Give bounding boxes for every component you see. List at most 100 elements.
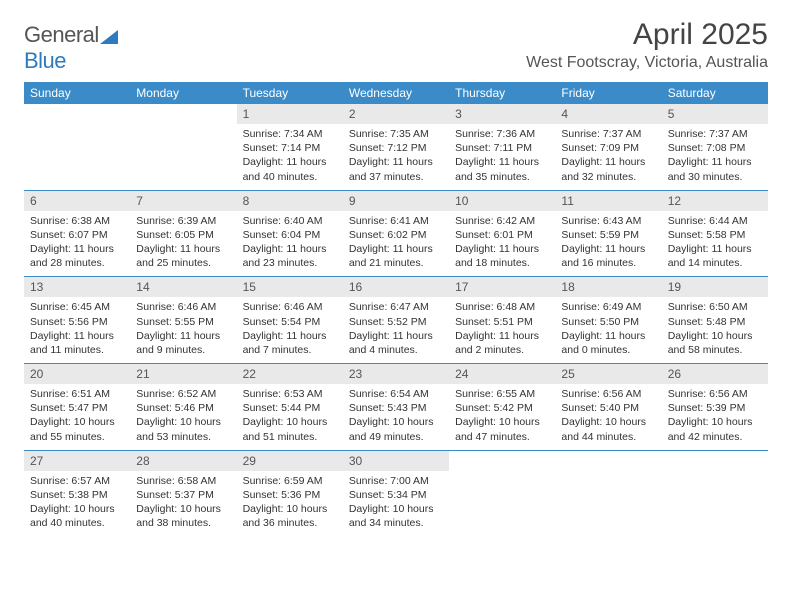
logo-text: GeneralBlue [24,22,118,74]
day-number: 23 [343,364,449,384]
day-number: 5 [662,104,768,124]
calendar-cell: 9Sunrise: 6:41 AMSunset: 6:02 PMDaylight… [343,191,449,277]
day-number: 15 [237,277,343,297]
calendar-row: 13Sunrise: 6:45 AMSunset: 5:56 PMDayligh… [24,277,768,363]
calendar-cell: 29Sunrise: 6:59 AMSunset: 5:36 PMDayligh… [237,451,343,537]
calendar-row: 20Sunrise: 6:51 AMSunset: 5:47 PMDayligh… [24,364,768,450]
day-body: Sunrise: 6:59 AMSunset: 5:36 PMDaylight:… [237,471,343,537]
header: GeneralBlue April 2025 West Footscray, V… [24,18,768,74]
day-number: 21 [130,364,236,384]
weekday-header: Sunday [24,82,130,104]
day-number: 12 [662,191,768,211]
day-body: Sunrise: 6:38 AMSunset: 6:07 PMDaylight:… [24,211,130,277]
day-number: 19 [662,277,768,297]
calendar-cell: 25Sunrise: 6:56 AMSunset: 5:40 PMDayligh… [555,364,661,450]
day-body: Sunrise: 7:00 AMSunset: 5:34 PMDaylight:… [343,471,449,537]
calendar-cell: 7Sunrise: 6:39 AMSunset: 6:05 PMDaylight… [130,191,236,277]
day-body: Sunrise: 6:48 AMSunset: 5:51 PMDaylight:… [449,297,555,363]
calendar-cell: 10Sunrise: 6:42 AMSunset: 6:01 PMDayligh… [449,191,555,277]
day-number: 30 [343,451,449,471]
day-body: Sunrise: 6:47 AMSunset: 5:52 PMDaylight:… [343,297,449,363]
logo-text-part1: General [24,22,99,47]
day-body: Sunrise: 6:50 AMSunset: 5:48 PMDaylight:… [662,297,768,363]
calendar-cell: 21Sunrise: 6:52 AMSunset: 5:46 PMDayligh… [130,364,236,450]
day-number: 28 [130,451,236,471]
calendar-cell: 18Sunrise: 6:49 AMSunset: 5:50 PMDayligh… [555,277,661,363]
day-number: 29 [237,451,343,471]
day-body: Sunrise: 6:54 AMSunset: 5:43 PMDaylight:… [343,384,449,450]
calendar-row: 27Sunrise: 6:57 AMSunset: 5:38 PMDayligh… [24,451,768,537]
calendar-cell: 11Sunrise: 6:43 AMSunset: 5:59 PMDayligh… [555,191,661,277]
calendar-cell [24,104,130,190]
day-body: Sunrise: 7:37 AMSunset: 7:09 PMDaylight:… [555,124,661,190]
weekday-header: Tuesday [237,82,343,104]
day-body: Sunrise: 6:41 AMSunset: 6:02 PMDaylight:… [343,211,449,277]
calendar-cell: 15Sunrise: 6:46 AMSunset: 5:54 PMDayligh… [237,277,343,363]
calendar-cell: 3Sunrise: 7:36 AMSunset: 7:11 PMDaylight… [449,104,555,190]
weekday-row: SundayMondayTuesdayWednesdayThursdayFrid… [24,82,768,104]
day-body: Sunrise: 6:43 AMSunset: 5:59 PMDaylight:… [555,211,661,277]
calendar-cell: 13Sunrise: 6:45 AMSunset: 5:56 PMDayligh… [24,277,130,363]
calendar-cell: 17Sunrise: 6:48 AMSunset: 5:51 PMDayligh… [449,277,555,363]
day-body: Sunrise: 6:56 AMSunset: 5:40 PMDaylight:… [555,384,661,450]
calendar-table: SundayMondayTuesdayWednesdayThursdayFrid… [24,82,768,537]
day-body: Sunrise: 7:34 AMSunset: 7:14 PMDaylight:… [237,124,343,190]
calendar-cell: 28Sunrise: 6:58 AMSunset: 5:37 PMDayligh… [130,451,236,537]
day-body: Sunrise: 6:53 AMSunset: 5:44 PMDaylight:… [237,384,343,450]
calendar-head: SundayMondayTuesdayWednesdayThursdayFrid… [24,82,768,104]
calendar-cell: 16Sunrise: 6:47 AMSunset: 5:52 PMDayligh… [343,277,449,363]
day-body: Sunrise: 6:45 AMSunset: 5:56 PMDaylight:… [24,297,130,363]
calendar-cell: 22Sunrise: 6:53 AMSunset: 5:44 PMDayligh… [237,364,343,450]
calendar-cell: 26Sunrise: 6:56 AMSunset: 5:39 PMDayligh… [662,364,768,450]
day-body: Sunrise: 6:42 AMSunset: 6:01 PMDaylight:… [449,211,555,277]
day-number: 9 [343,191,449,211]
day-number: 16 [343,277,449,297]
day-number: 2 [343,104,449,124]
day-body: Sunrise: 6:46 AMSunset: 5:54 PMDaylight:… [237,297,343,363]
day-body: Sunrise: 6:56 AMSunset: 5:39 PMDaylight:… [662,384,768,450]
day-body: Sunrise: 6:39 AMSunset: 6:05 PMDaylight:… [130,211,236,277]
calendar-cell: 20Sunrise: 6:51 AMSunset: 5:47 PMDayligh… [24,364,130,450]
day-number: 7 [130,191,236,211]
day-number: 4 [555,104,661,124]
month-year: April 2025 [526,18,768,52]
calendar-cell: 1Sunrise: 7:34 AMSunset: 7:14 PMDaylight… [237,104,343,190]
day-number: 22 [237,364,343,384]
calendar-cell: 5Sunrise: 7:37 AMSunset: 7:08 PMDaylight… [662,104,768,190]
weekday-header: Wednesday [343,82,449,104]
day-body: Sunrise: 6:51 AMSunset: 5:47 PMDaylight:… [24,384,130,450]
day-number: 27 [24,451,130,471]
day-number: 17 [449,277,555,297]
calendar-cell: 12Sunrise: 6:44 AMSunset: 5:58 PMDayligh… [662,191,768,277]
calendar-cell: 30Sunrise: 7:00 AMSunset: 5:34 PMDayligh… [343,451,449,537]
calendar-cell: 23Sunrise: 6:54 AMSunset: 5:43 PMDayligh… [343,364,449,450]
calendar-cell: 19Sunrise: 6:50 AMSunset: 5:48 PMDayligh… [662,277,768,363]
day-number: 20 [24,364,130,384]
day-body: Sunrise: 6:40 AMSunset: 6:04 PMDaylight:… [237,211,343,277]
calendar-cell: 24Sunrise: 6:55 AMSunset: 5:42 PMDayligh… [449,364,555,450]
calendar-cell [449,451,555,537]
title-block: April 2025 West Footscray, Victoria, Aus… [526,18,768,72]
day-number: 18 [555,277,661,297]
day-number: 8 [237,191,343,211]
calendar-cell [662,451,768,537]
day-body: Sunrise: 6:49 AMSunset: 5:50 PMDaylight:… [555,297,661,363]
day-body: Sunrise: 6:44 AMSunset: 5:58 PMDaylight:… [662,211,768,277]
day-number: 10 [449,191,555,211]
calendar-cell: 14Sunrise: 6:46 AMSunset: 5:55 PMDayligh… [130,277,236,363]
weekday-header: Friday [555,82,661,104]
day-number: 24 [449,364,555,384]
day-number: 13 [24,277,130,297]
weekday-header: Thursday [449,82,555,104]
logo-triangle-icon [100,30,118,44]
calendar-cell: 4Sunrise: 7:37 AMSunset: 7:09 PMDaylight… [555,104,661,190]
calendar-cell: 2Sunrise: 7:35 AMSunset: 7:12 PMDaylight… [343,104,449,190]
day-number: 6 [24,191,130,211]
calendar-row: 6Sunrise: 6:38 AMSunset: 6:07 PMDaylight… [24,191,768,277]
day-body: Sunrise: 6:52 AMSunset: 5:46 PMDaylight:… [130,384,236,450]
calendar-cell: 8Sunrise: 6:40 AMSunset: 6:04 PMDaylight… [237,191,343,277]
logo-text-part2: Blue [24,48,66,73]
day-body: Sunrise: 6:57 AMSunset: 5:38 PMDaylight:… [24,471,130,537]
day-number: 3 [449,104,555,124]
calendar-cell: 27Sunrise: 6:57 AMSunset: 5:38 PMDayligh… [24,451,130,537]
